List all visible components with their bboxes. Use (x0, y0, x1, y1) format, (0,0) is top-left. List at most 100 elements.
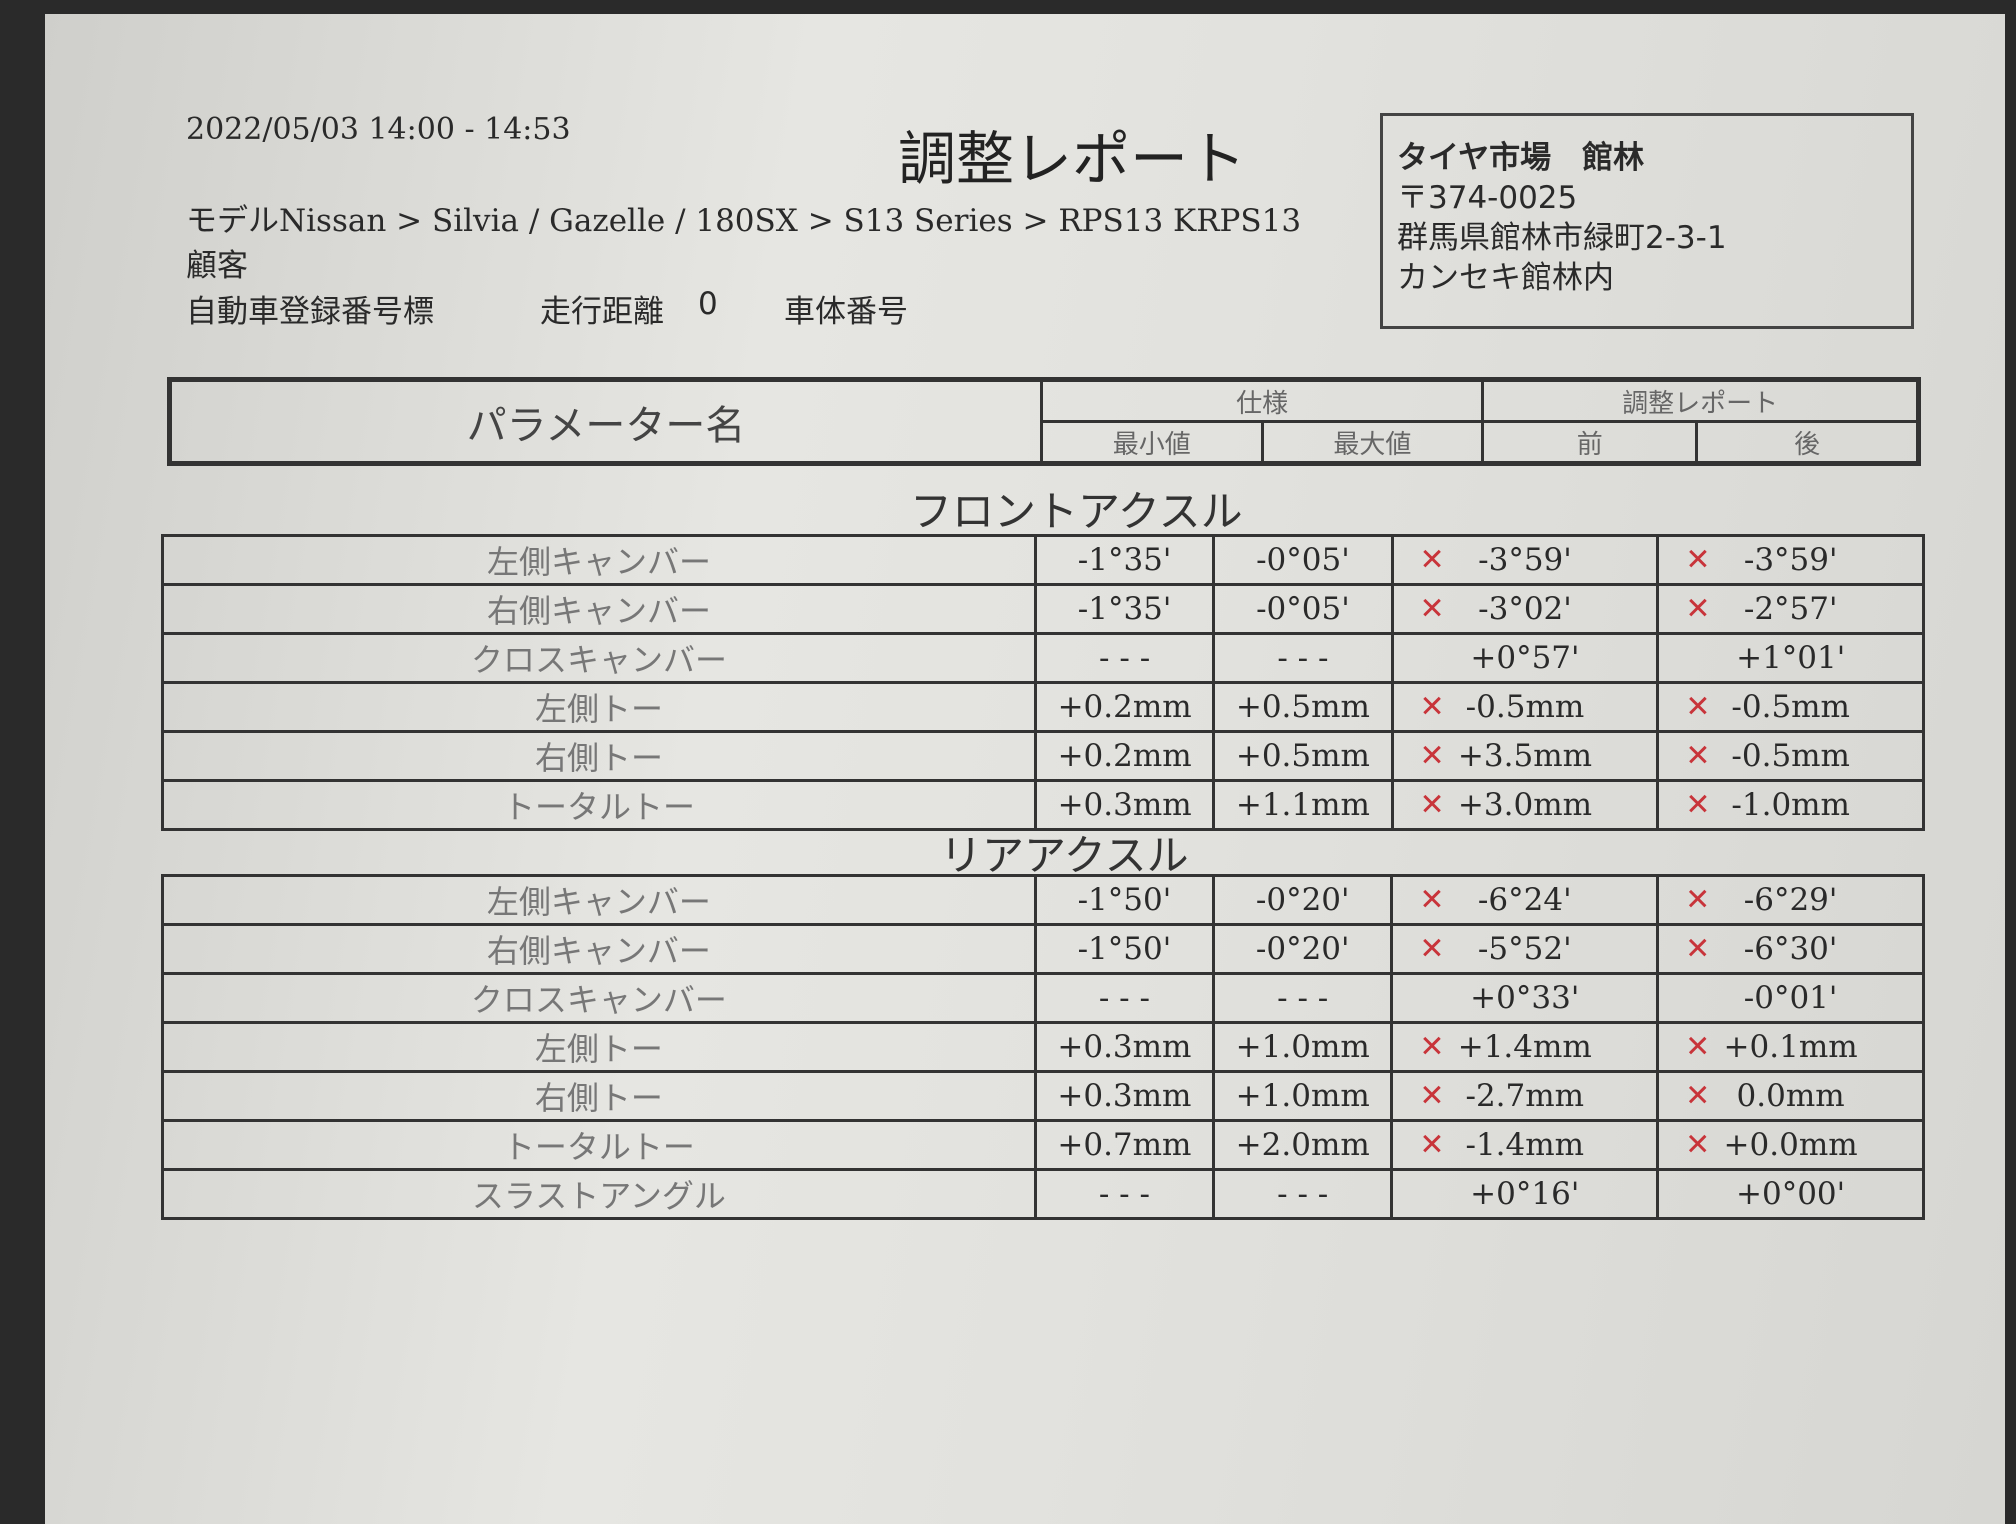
after-cell: ✕ -1.0mm (1656, 779, 1925, 831)
fail-x-icon: ✕ (1685, 787, 1711, 823)
table-row: クロスキャンバー - - -- - - +0°57' +1°01' (161, 632, 1925, 684)
table-row: 右側トー +0.3mm +1.0mm ✕ -2.7mm ✕ 0.0mm (161, 1070, 1925, 1122)
after-header: 後 (1695, 420, 1920, 465)
after-value: -1.0mm (1731, 787, 1850, 823)
table-row: 左側キャンバー -1°50' -0°20' ✕ -6°24' ✕ -6°29' (161, 874, 1925, 926)
after-value: -0°01' (1743, 980, 1838, 1016)
param-name-header: パラメーター名 (168, 378, 1043, 465)
spec-max: +1.0mm (1212, 1070, 1394, 1122)
table-row: 左側トー +0.2mm +0.5mm ✕ -0.5mm ✕ -0.5mm (161, 681, 1925, 733)
after-cell: ✕ -3°59' (1656, 534, 1925, 586)
spec-header: 仕様 (1039, 378, 1485, 423)
spec-min: -1°50' (1033, 923, 1216, 975)
fail-x-icon: ✕ (1685, 931, 1711, 967)
spec-max: - - - (1212, 632, 1394, 684)
after-cell: ✕ +0.0mm (1656, 1119, 1925, 1171)
before-value: -3°59' (1478, 542, 1572, 578)
vehicle-model: モデルNissan > Silvia / Gazelle / 180SX > S… (186, 203, 1302, 239)
spec-max: +1.0mm (1212, 1021, 1394, 1073)
front-axle-title: フロントアクスル (910, 487, 1243, 536)
fail-x-icon: ✕ (1419, 591, 1445, 627)
after-cell: +0°00' (1656, 1168, 1925, 1220)
after-value: -0.5mm (1731, 689, 1850, 725)
fail-x-icon: ✕ (1419, 1029, 1445, 1065)
rear-axle-table: 左側キャンバー -1°50' -0°20' ✕ -6°24' ✕ -6°29' 右側キャンバー… (161, 874, 1925, 1220)
after-cell: +1°01' (1656, 632, 1925, 684)
mileage-label: 走行距離 (540, 294, 664, 330)
before-value: +0°57' (1470, 640, 1580, 676)
after-value: +0.0mm (1723, 1127, 1858, 1163)
shop-name: タイヤ市場 館林 (1397, 140, 1645, 176)
spec-min: +0.3mm (1033, 779, 1216, 831)
mileage-value: 0 (698, 286, 718, 322)
fail-x-icon: ✕ (1419, 1078, 1445, 1114)
fail-x-icon: ✕ (1685, 591, 1711, 627)
before-value: -6°24' (1477, 882, 1572, 918)
param-name: 左側トー (161, 1021, 1037, 1073)
after-value: -6°29' (1743, 882, 1838, 918)
after-cell: ✕ +0.1mm (1656, 1021, 1925, 1073)
shop-address: 群馬県館林市緑町2-3-1 (1397, 220, 1727, 256)
before-cell: ✕ -3°59' (1390, 534, 1660, 586)
before-value: +0°16' (1470, 1176, 1580, 1212)
spec-min: +0.3mm (1033, 1021, 1216, 1073)
before-cell: ✕ -2.7mm (1390, 1070, 1660, 1122)
fail-x-icon: ✕ (1419, 1127, 1445, 1163)
customer-label: 顧客 (186, 248, 248, 284)
before-value: -1.4mm (1465, 1127, 1585, 1163)
report-header: 調整レポート (1481, 378, 1920, 423)
before-cell: +0°33' (1390, 972, 1660, 1024)
before-value: +3.0mm (1457, 787, 1592, 823)
spec-min: +0.2mm (1033, 681, 1216, 733)
spec-max: -0°20' (1212, 923, 1394, 975)
param-name: クロスキャンバー (161, 972, 1037, 1024)
table-row: 右側トー +0.2mm +0.5mm ✕ +3.5mm ✕ -0.5mm (161, 730, 1925, 782)
before-value: +1.4mm (1457, 1029, 1592, 1065)
after-cell: ✕ -0.5mm (1656, 730, 1925, 782)
param-name: トータルトー (161, 779, 1037, 831)
before-cell: ✕ -5°52' (1390, 923, 1660, 975)
param-name: 左側トー (161, 681, 1037, 733)
param-name: 左側キャンバー (161, 874, 1037, 926)
fail-x-icon: ✕ (1685, 1127, 1711, 1163)
fail-x-icon: ✕ (1685, 738, 1711, 774)
max-header: 最大値 (1260, 420, 1485, 465)
spec-min: -1°50' (1033, 874, 1216, 926)
spec-max: +0.5mm (1212, 730, 1394, 782)
table-row: トータルトー +0.7mm +2.0mm ✕ -1.4mm ✕ +0.0mm (161, 1119, 1925, 1171)
param-name: 右側キャンバー (161, 923, 1037, 975)
after-cell: ✕ -2°57' (1656, 583, 1925, 635)
before-cell: +0°16' (1390, 1168, 1660, 1220)
table-row: スラストアングル - - -- - - +0°16' +0°00' (161, 1168, 1925, 1220)
shop-address2: カンセキ館林内 (1397, 260, 1614, 296)
front-axle-table: 左側キャンバー -1°35' -0°05' ✕ -3°59' ✕ -3°59' 右側キャンバー… (161, 534, 1925, 831)
after-cell: -0°01' (1656, 972, 1925, 1024)
after-value: +0°00' (1736, 1176, 1846, 1212)
spec-min: - - - (1033, 632, 1216, 684)
spec-max: - - - (1212, 1168, 1394, 1220)
after-cell: ✕ -6°30' (1656, 923, 1925, 975)
spec-min: - - - (1033, 972, 1216, 1024)
spec-min: -1°35' (1033, 534, 1216, 586)
before-cell: ✕ -1.4mm (1390, 1119, 1660, 1171)
spec-max: - - - (1212, 972, 1394, 1024)
spec-max: +0.5mm (1212, 681, 1394, 733)
report-datetime: 2022/05/03 14:00 - 14:53 (186, 112, 571, 147)
after-value: -6°30' (1743, 931, 1838, 967)
param-name: 右側トー (161, 730, 1037, 782)
after-value: +1°01' (1736, 640, 1846, 676)
fail-x-icon: ✕ (1685, 689, 1711, 725)
fail-x-icon: ✕ (1419, 787, 1445, 823)
spec-min: - - - (1033, 1168, 1216, 1220)
before-cell: ✕ -6°24' (1390, 874, 1660, 926)
before-value: -0.5mm (1465, 689, 1585, 725)
before-value: -5°52' (1477, 931, 1572, 967)
before-cell: ✕ +1.4mm (1390, 1021, 1660, 1073)
before-cell: ✕ +3.0mm (1390, 779, 1660, 831)
spec-max: -0°05' (1212, 583, 1394, 635)
after-value: 0.0mm (1736, 1078, 1845, 1114)
before-cell: ✕ -3°02' (1390, 583, 1660, 635)
table-row: 左側トー +0.3mm +1.0mm ✕ +1.4mm ✕ +0.1mm (161, 1021, 1925, 1073)
fail-x-icon: ✕ (1419, 882, 1445, 918)
param-name: 右側キャンバー (161, 583, 1037, 635)
